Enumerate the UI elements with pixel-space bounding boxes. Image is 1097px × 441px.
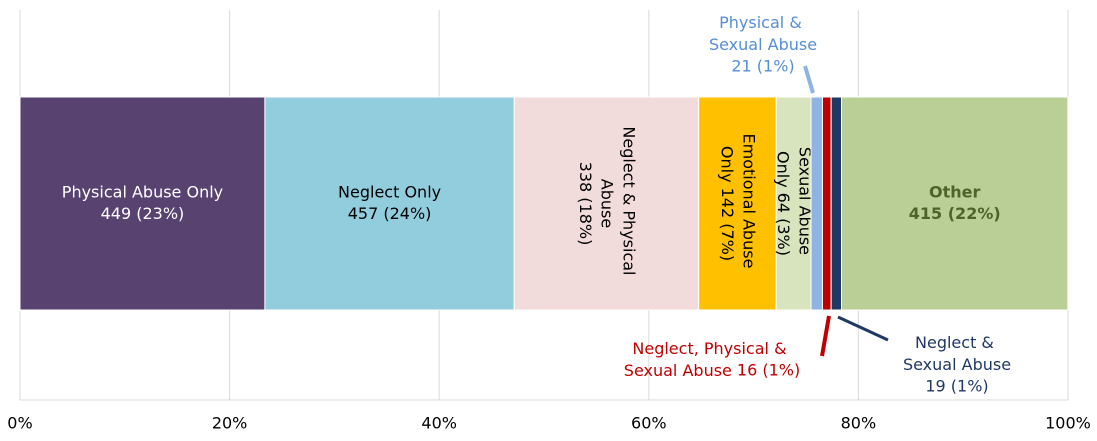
segment-name: Sexual Abuse Only	[774, 147, 815, 260]
segment-value: 64 (3%)	[774, 193, 793, 256]
x-tick-label: 60%	[631, 414, 667, 433]
segment-label: Physical Abuse Only 449 (23%)	[62, 182, 223, 223]
bar-segment	[264, 96, 515, 311]
x-tick-label: 100%	[1045, 414, 1091, 433]
segment-value: 21 (1%)	[731, 57, 794, 76]
bar-segment	[698, 96, 777, 311]
segment-value: 19 (1%)	[925, 377, 988, 396]
segment-name: Physical Abuse Only	[62, 182, 223, 201]
segment-name: Neglect, Physical & Sexual Abuse	[624, 339, 792, 380]
segment-label: Neglect & Sexual Abuse 19 (1%)	[903, 333, 1011, 396]
segment-name: Physical & Sexual Abuse	[709, 13, 817, 54]
segment-name: Emotional Abuse Only	[718, 134, 759, 274]
leader-line	[837, 315, 889, 342]
bar-segment	[841, 96, 1069, 311]
segment-value: 449 (23%)	[101, 204, 185, 223]
segment-value: 338 (18%)	[576, 162, 595, 246]
x-tick-label: 20%	[212, 414, 248, 433]
segment-value: 457 (24%)	[348, 204, 432, 223]
segment-label: Physical & Sexual Abuse 21 (1%)	[709, 13, 817, 76]
segment-name: Neglect & Physical Abuse	[598, 126, 639, 280]
segment-label: Other 415 (22%)	[909, 182, 1001, 223]
segment-value: 142 (7%)	[718, 188, 737, 262]
bar-segment	[810, 96, 823, 311]
bar-segment	[775, 96, 812, 311]
segment-value: 16 (1%)	[737, 361, 800, 380]
bar-segment	[513, 96, 700, 311]
x-tick-label: 40%	[421, 414, 457, 433]
leader-line	[820, 315, 831, 357]
segment-name: Neglect Only	[338, 182, 441, 201]
x-tick-label: 0%	[7, 414, 32, 433]
segment-value: 415 (22%)	[909, 204, 1001, 223]
leader-line	[803, 65, 815, 94]
segment-name: Other	[929, 182, 980, 201]
bar-segment	[821, 96, 832, 311]
bar-segment	[19, 96, 266, 311]
segment-name: Neglect & Sexual Abuse	[903, 333, 1011, 374]
x-tick-label: 80%	[841, 414, 877, 433]
segment-label: Neglect Only 457 (24%)	[338, 182, 441, 223]
segment-label: Neglect, Physical & Sexual Abuse 16 (1%)	[624, 339, 800, 380]
bar-segment	[830, 96, 843, 311]
